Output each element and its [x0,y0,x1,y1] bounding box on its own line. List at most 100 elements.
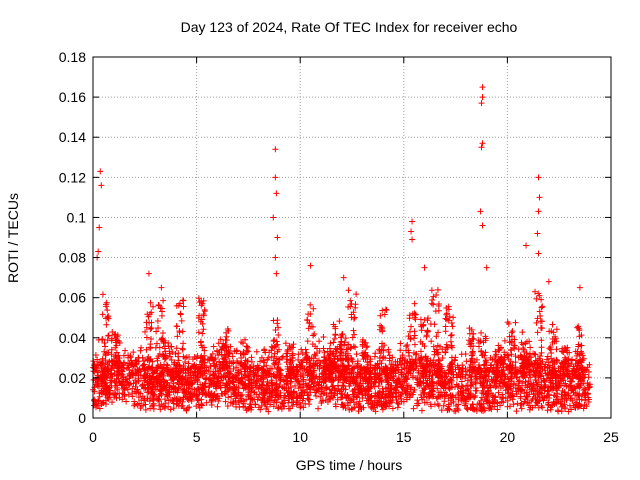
y-tick-label: 0.08 [59,250,86,266]
data-point [441,398,448,405]
data-point [159,329,166,336]
data-point [538,344,545,351]
data-point [143,334,150,341]
data-point [494,406,501,413]
data-point [389,405,396,412]
data-point [514,374,521,381]
peak-point [272,174,279,181]
data-point [539,303,546,310]
data-point [512,359,519,366]
data-point [203,399,210,406]
data-point [311,330,318,337]
data-point [341,342,348,349]
data-point [411,341,418,348]
data-point [317,393,324,400]
data-point [270,337,277,344]
data-point [412,311,419,318]
y-axis-label: ROTI / TECUs [5,193,21,283]
peak-point [421,264,428,271]
data-point [177,310,184,317]
data-point [413,350,420,357]
peak-point [98,182,105,189]
y-tick-label: 0.14 [59,129,86,145]
data-point [147,325,154,332]
data-point [233,347,240,354]
data-point [347,297,354,304]
data-point [478,329,485,336]
data-point [434,286,441,293]
data-point [236,404,243,411]
data-point [104,314,111,321]
data-point [443,341,450,348]
data-point [430,293,437,300]
data-point [130,349,137,356]
data-point [160,297,167,304]
peak-point [96,224,103,231]
x-tick-label: 0 [89,429,97,445]
data-point [350,327,357,334]
data-point [578,342,585,349]
data-point [408,323,415,330]
data-point [510,401,517,408]
data-point [406,315,413,322]
peak-point [536,194,543,201]
data-point [178,317,185,324]
peak-point [158,284,165,291]
data-point [404,342,411,349]
data-point [500,399,507,406]
peak-point [478,100,485,107]
data-point [274,320,281,327]
peak-point [534,230,541,237]
peak-point [408,228,415,235]
data-point [501,337,508,344]
data-point [538,349,545,356]
data-point [197,338,204,345]
data-point [154,318,161,325]
data-point [248,354,255,361]
data-point [533,295,540,302]
data-point [430,301,437,308]
data-point [142,406,149,413]
data-point [462,371,469,378]
data-point [279,354,286,361]
data-point [138,344,145,351]
data-point [137,347,144,354]
peak-point [409,236,416,243]
data-point [351,331,358,338]
data-point [151,391,158,398]
data-point [261,346,268,353]
data-point [310,305,317,312]
data-point [157,406,164,413]
peak-point [523,242,530,249]
y-tick-label: 0 [78,410,86,426]
peak-point [272,254,279,261]
peak-point [409,218,416,225]
data-point [332,332,339,339]
x-tick-label: 25 [603,429,619,445]
data-point [320,334,327,341]
data-point [555,408,562,415]
peak-point [272,146,279,153]
data-point [275,331,282,338]
data-point [417,316,424,323]
data-point [298,346,305,353]
data-point [158,312,165,319]
peak-point [576,284,583,291]
peak-point [270,214,277,221]
data-point [180,303,187,310]
data-point [512,353,519,360]
data-point [230,359,237,366]
data-point [495,389,502,396]
data-point [327,340,334,347]
data-point [470,330,477,337]
chart-title: Day 123 of 2024, Rate Of TEC Index for r… [181,19,518,35]
data-point [180,340,187,347]
data-point [222,398,229,405]
data-point [410,335,417,342]
data-point [210,343,217,350]
data-point [553,326,560,333]
y-tick-label: 0.02 [59,370,86,386]
data-point [304,338,311,345]
data-point [353,351,360,358]
